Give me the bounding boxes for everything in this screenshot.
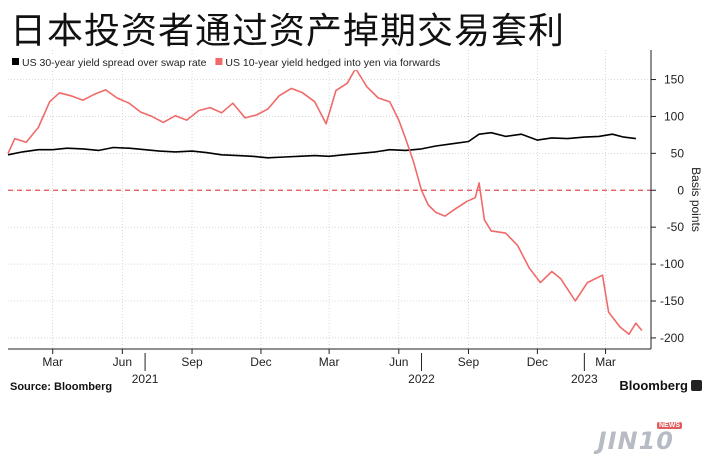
series-line-1: [7, 131, 636, 159]
x-tick-label: Jun: [113, 355, 132, 369]
watermark: JIN10: [597, 427, 674, 455]
legend-swatch-2: [215, 58, 223, 65]
y-tick-label: 100: [664, 109, 684, 123]
x-year-label: 2022: [408, 372, 435, 386]
source-note: Source: Bloomberg: [10, 381, 113, 393]
y-tick-label: -50: [667, 220, 685, 234]
y-tick-label: 0: [677, 183, 684, 197]
brand-logo: Bloomberg: [619, 378, 688, 393]
watermark-tag: NEWS: [657, 422, 682, 429]
series-line-2: [7, 67, 643, 335]
x-tick-label: Sep: [181, 355, 203, 369]
axes: 150 100 50 0 -50 -100 -150 -200 Mar Jun Sep Dec Mar J…: [8, 50, 703, 386]
legend-label-2: US 10-year yield hedged into yen via for…: [225, 57, 440, 69]
series-lines: [7, 67, 643, 335]
legend-label-1: US 30-year yield spread over swap rate: [22, 57, 207, 69]
x-tick-label: Sep: [458, 355, 480, 369]
legend: US 30-year yield spread over swap rate US…: [8, 54, 454, 70]
y-axis-label: Basis points: [689, 167, 703, 232]
x-tick-label: Mar: [42, 355, 63, 369]
legend-swatch-1: [12, 58, 19, 65]
y-tick-label: 150: [664, 73, 684, 87]
x-tick-label: Mar: [595, 355, 616, 369]
y-tick-label: -200: [660, 331, 684, 345]
page-title: 日本投资者通过资产掉期交易套利: [10, 11, 566, 52]
x-year-label: 2023: [571, 372, 598, 386]
x-tick-label: Dec: [250, 355, 271, 369]
y-tick-label: 50: [671, 146, 685, 160]
y-tick-label: -100: [660, 257, 684, 271]
x-year-label: 2021: [132, 372, 159, 386]
x-tick-label: Dec: [527, 355, 548, 369]
x-tick-label: Jun: [389, 355, 408, 369]
y-tick-label: -150: [660, 294, 684, 308]
legend-background: [8, 54, 454, 70]
bloomberg-badge-icon: [691, 380, 702, 391]
grid-lines: [8, 50, 651, 349]
x-tick-label: Mar: [319, 355, 340, 369]
